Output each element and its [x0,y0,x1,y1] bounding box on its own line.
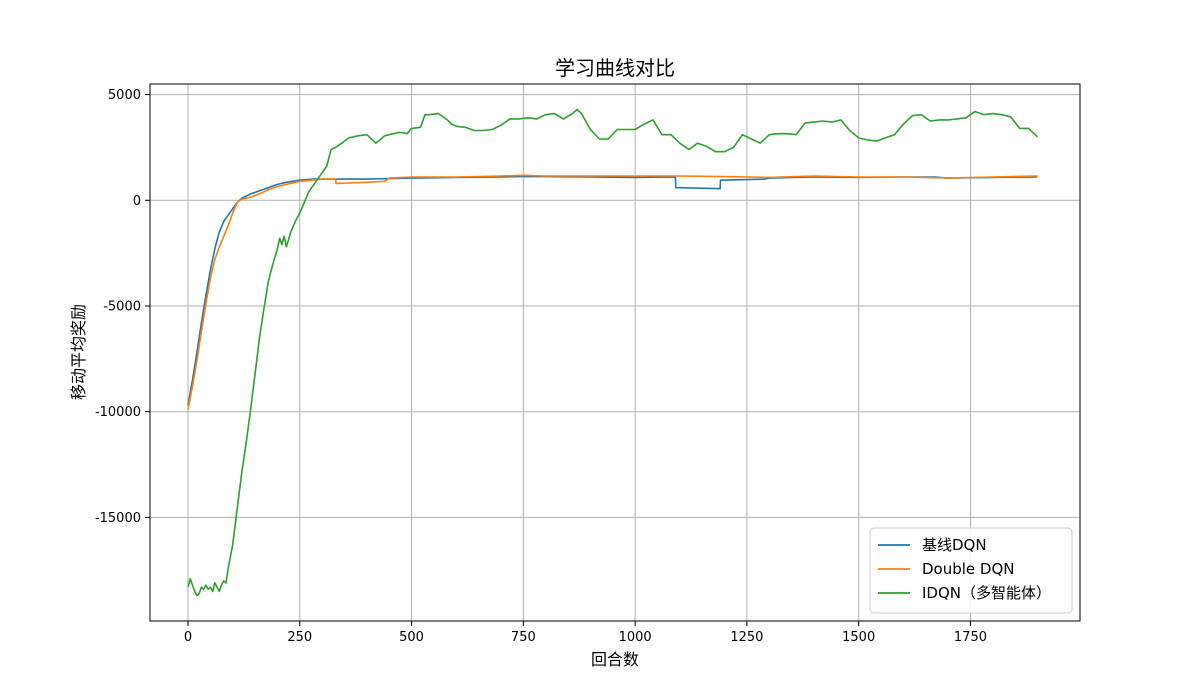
x-tick-label: 250 [287,630,312,645]
grid [150,84,1080,621]
series-line-2 [187,108,1039,597]
legend-label-1: Double DQN [922,560,1015,578]
x-tick-label: 750 [511,630,536,645]
plot-frame [149,83,1081,622]
legend: 基线DQN Double DQN IDQN（多智能体） [869,527,1073,614]
x-tick-label: 0 [184,630,192,645]
x-tick-label: 1250 [730,630,763,645]
y-tick-label: 0 [133,194,141,209]
x-tick-label: 1000 [619,630,652,645]
legend-label-0: 基线DQN [922,536,987,554]
x-axis-title: 回合数 [591,650,639,669]
x-tick-label: 1750 [954,630,987,645]
ticks: 0 250 500 750 1000 1250 1500 1750 -15000 -10000 -5… [95,88,987,645]
y-axis-title: 移动平均奖励 [69,304,88,400]
chart-title: 学习曲线对比 [555,56,675,80]
legend-label-2: IDQN（多智能体） [922,584,1051,602]
x-tick-label: 500 [399,630,424,645]
y-tick-label: 5000 [108,88,141,103]
series-line-1 [187,174,1038,410]
y-tick-label: -10000 [95,405,141,420]
y-tick-label: -5000 [103,299,141,314]
legend-frame [869,527,1073,614]
x-tick-label: 1500 [842,630,875,645]
series-layer [187,108,1039,597]
y-tick-label: -15000 [95,511,141,526]
